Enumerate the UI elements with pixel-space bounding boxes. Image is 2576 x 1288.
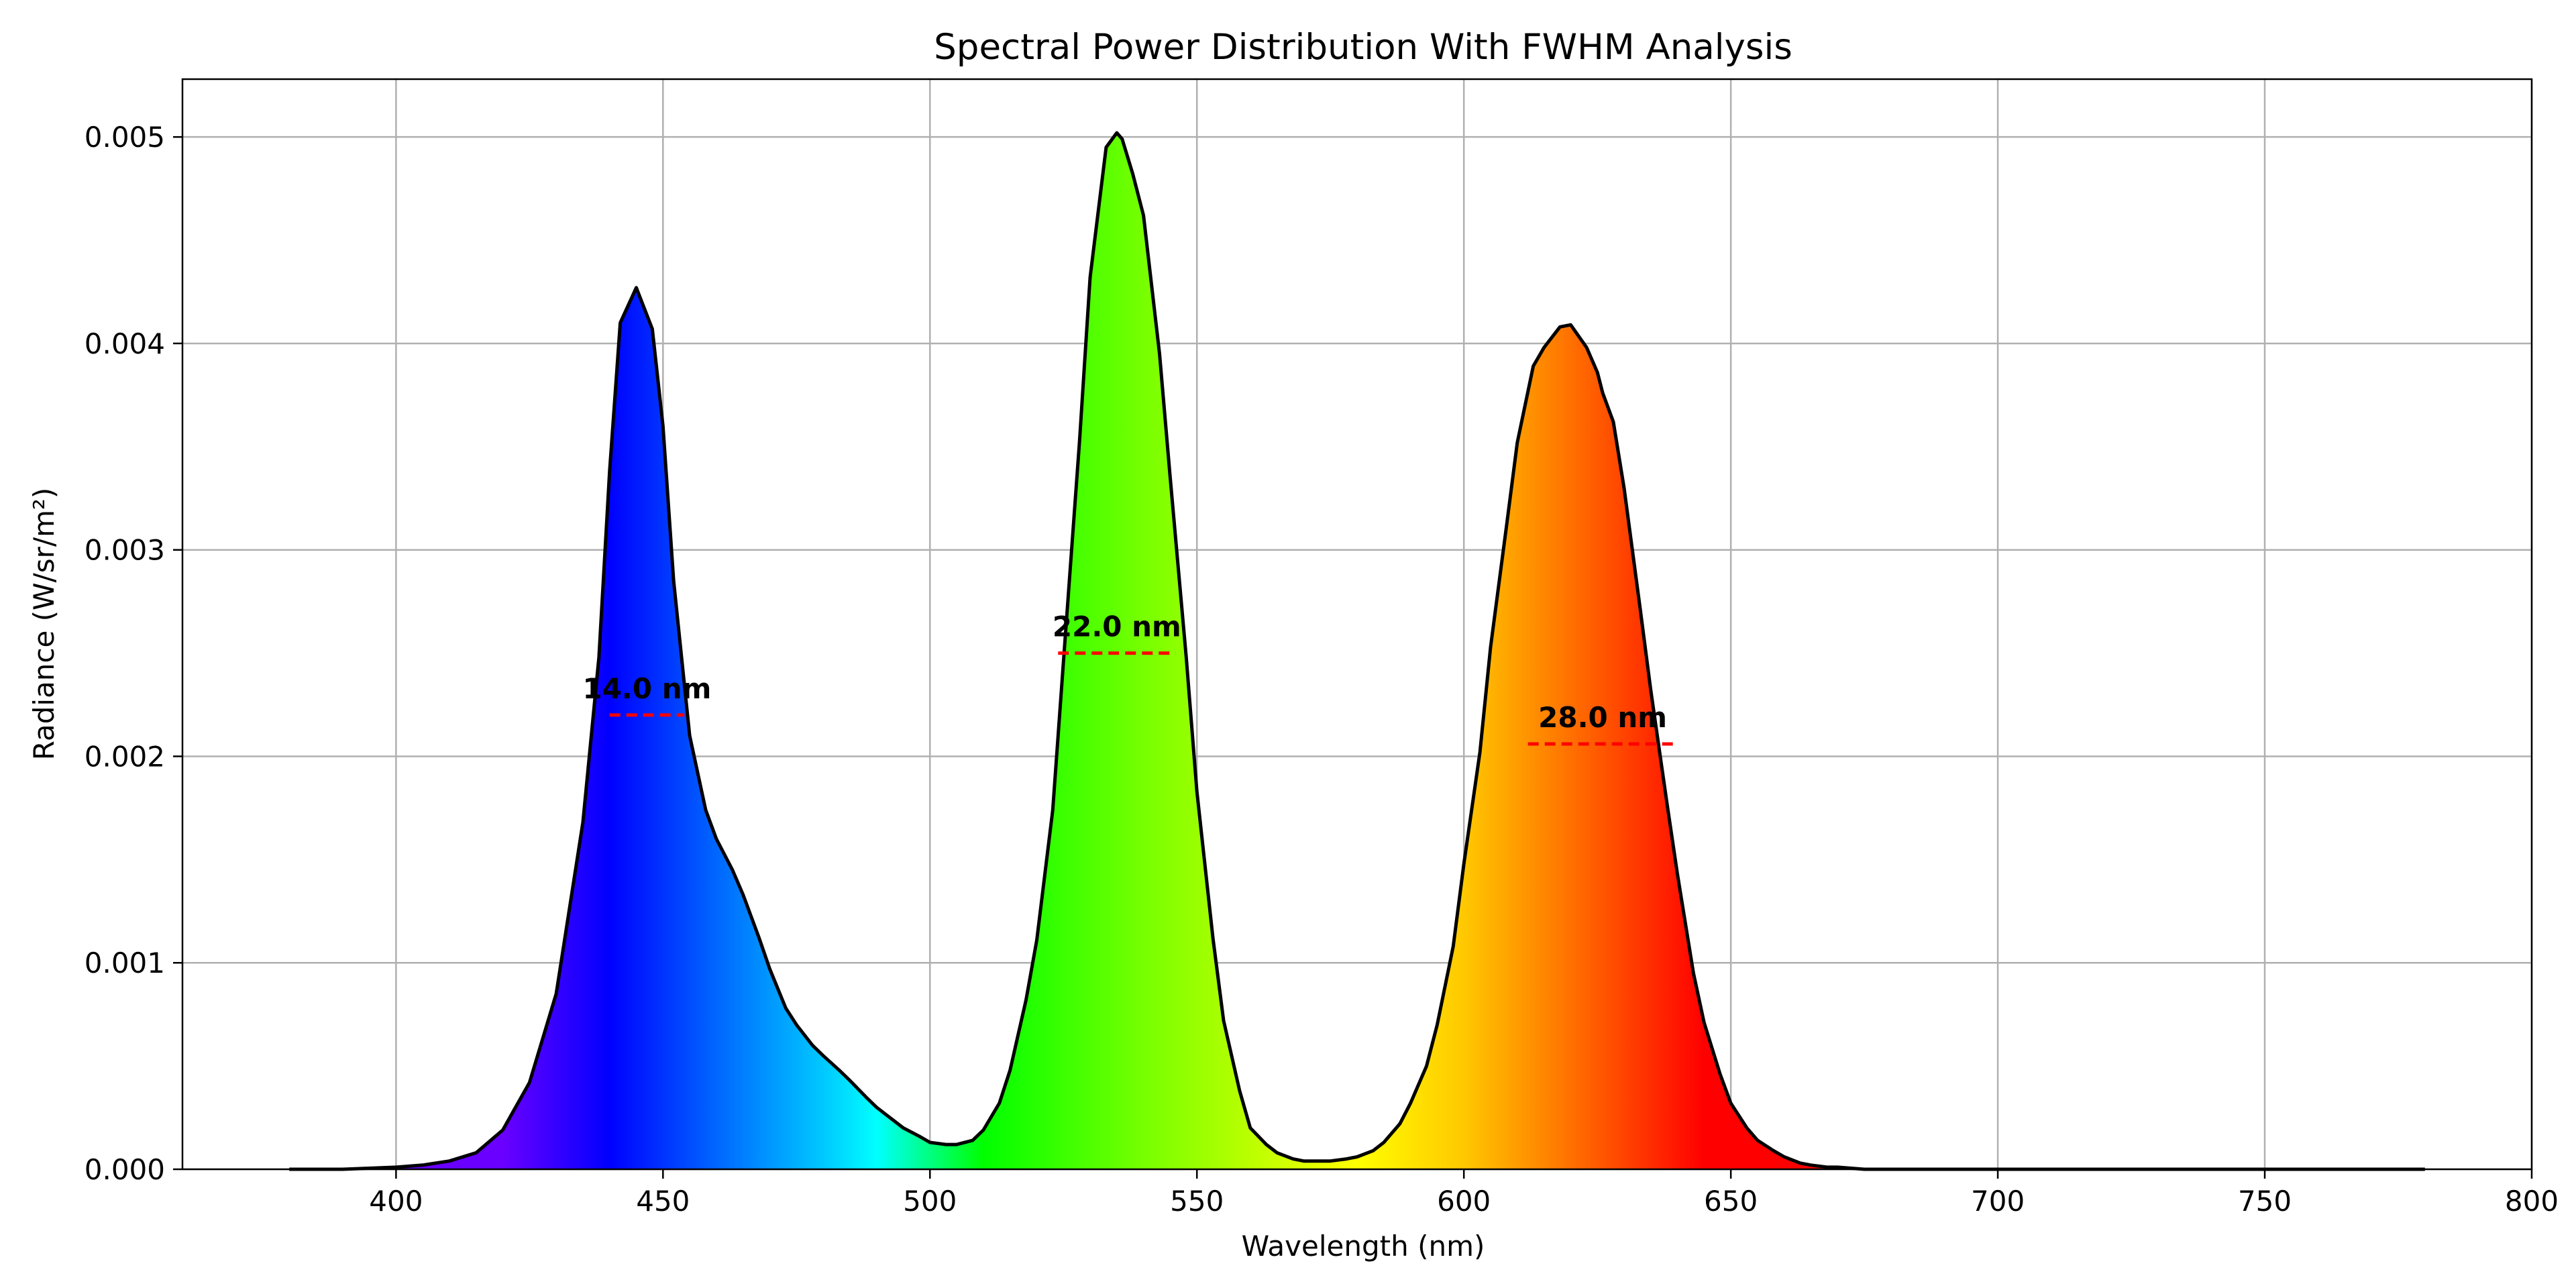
y-tick-label: 0.001: [85, 947, 165, 979]
fwhm-label: 14.0 nm: [582, 672, 711, 705]
x-tick-label: 700: [1971, 1185, 2025, 1218]
spectrum-area: [289, 131, 2425, 1171]
x-tick-label: 750: [2238, 1185, 2292, 1218]
plot-frame: [181, 78, 2533, 1171]
x-tick-label: 400: [369, 1185, 423, 1218]
x-tick-label: 450: [636, 1185, 690, 1218]
x-tick-label: 500: [903, 1185, 957, 1218]
grid-lines: [182, 79, 2533, 1171]
y-tick-label: 0.002: [85, 740, 165, 773]
y-tick-label: 0.004: [85, 327, 165, 360]
fwhm-label: 28.0 nm: [1538, 701, 1667, 734]
fwhm-label: 22.0 nm: [1053, 610, 1181, 643]
chart-title: Spectral Power Distribution With FWHM An…: [934, 27, 1792, 68]
y-tick-label: 0.000: [85, 1153, 165, 1186]
y-tick-label: 0.005: [85, 121, 165, 154]
x-tick-label: 800: [2505, 1185, 2559, 1218]
x-tick-label: 550: [1170, 1185, 1224, 1218]
y-axis-label: Radiance (W/sr/m²): [28, 488, 60, 760]
axis-ticks: 400 450 500 550 600 650 700 750 800 0.000 0.001 0.0…: [85, 121, 2559, 1218]
x-tick-label: 600: [1437, 1185, 1491, 1218]
x-tick-label: 650: [1704, 1185, 1758, 1218]
spectrum-curve: [289, 131, 2425, 1171]
x-axis-label: Wavelength (nm): [1242, 1230, 1485, 1263]
spectrum-fill: [289, 133, 2425, 1169]
fwhm-annotations: 14.0 nm 22.0 nm 28.0 nm: [582, 610, 1678, 746]
y-tick-label: 0.003: [85, 534, 165, 567]
